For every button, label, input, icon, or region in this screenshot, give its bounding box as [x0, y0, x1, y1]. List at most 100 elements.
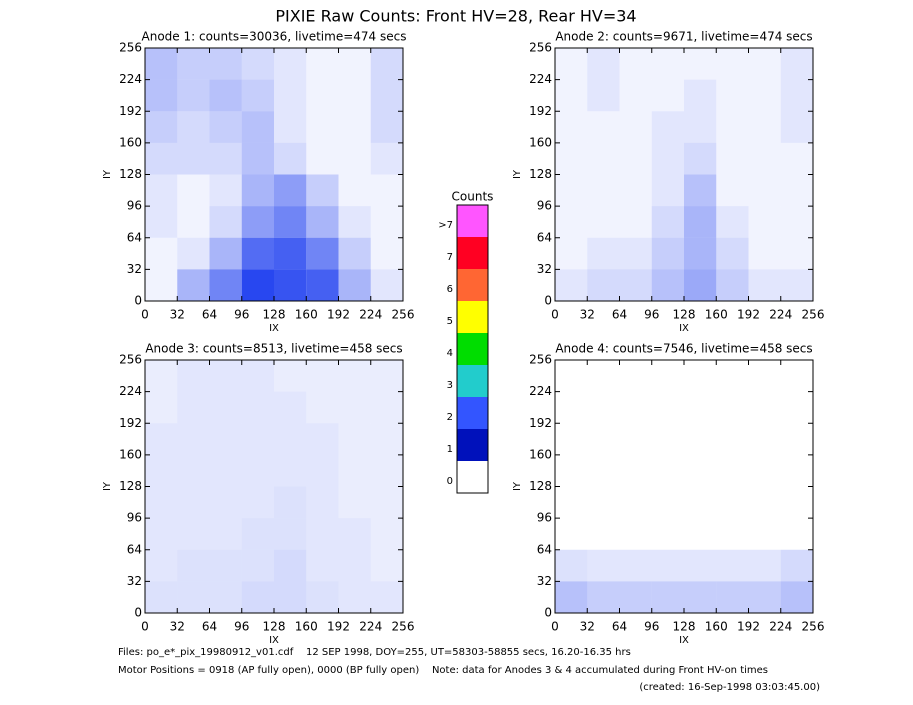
y-tick-label: 256 [529, 41, 552, 55]
colorbar-label: 3 [447, 380, 453, 391]
density-cell [145, 549, 178, 582]
density-cell [306, 206, 339, 238]
density-cell [145, 174, 178, 207]
colorbar-frame [456, 204, 489, 494]
density-cell [177, 269, 210, 301]
density-cell [177, 581, 210, 613]
colorbar-title: Counts [452, 190, 494, 204]
y-tick-label: 64 [127, 542, 142, 556]
density-cell [241, 48, 274, 80]
density-cell [209, 486, 242, 519]
density-cell [241, 237, 274, 270]
colorbar-label: 7 [447, 252, 453, 263]
density-cell [555, 111, 588, 143]
density-cell [177, 48, 210, 80]
density-cell [306, 518, 339, 550]
density-cell [555, 392, 587, 424]
density-cell [338, 111, 371, 143]
density-cell [145, 518, 178, 550]
density-cell [651, 549, 684, 582]
x-tick-label: 256 [802, 308, 825, 322]
density-cell [780, 237, 813, 270]
density-cell [555, 549, 588, 582]
density-cell [145, 391, 178, 424]
density-cell [177, 423, 210, 455]
colorbar-swatch [457, 205, 488, 237]
density-cell [620, 487, 652, 519]
density-cell [209, 237, 242, 270]
density-cell [749, 423, 781, 455]
colorbar-label: 1 [447, 444, 453, 455]
density-cell [651, 142, 684, 175]
density-cell [748, 237, 781, 270]
y-tick-label: 0 [134, 294, 142, 308]
density-cell [306, 48, 339, 80]
density-cell [652, 518, 684, 550]
density-cell [781, 423, 813, 455]
density-cell [651, 174, 684, 207]
density-cell [241, 111, 274, 143]
density-cell [748, 581, 781, 613]
y-tick-label: 224 [119, 72, 142, 86]
density-cell [587, 237, 620, 270]
density-cell [555, 518, 587, 550]
panel-title: Anode 4: counts=7546, livetime=458 secs [555, 342, 812, 356]
density-cell [555, 48, 588, 80]
density-cell [555, 487, 587, 519]
colorbar-label: 6 [447, 284, 453, 295]
density-cell [306, 174, 339, 207]
colorbar-swatch [457, 269, 488, 301]
density-cell [338, 518, 371, 550]
density-cell [338, 237, 371, 270]
density-cell [716, 79, 749, 112]
density-cell [684, 79, 717, 112]
density-cell [555, 455, 587, 487]
density-cell [652, 360, 684, 392]
y-tick-label: 32 [127, 574, 142, 588]
density-cell [209, 423, 242, 455]
density-cell [749, 392, 781, 424]
density-cell [748, 79, 781, 112]
density-cell [370, 79, 403, 112]
density-cell [587, 549, 620, 582]
density-cell [209, 48, 242, 80]
density-cell [620, 360, 652, 392]
density-cell [652, 392, 684, 424]
density-cell [716, 142, 749, 175]
density-cell [684, 111, 717, 143]
figure-title: PIXIE Raw Counts: Front HV=28, Rear HV=3… [275, 7, 636, 26]
density-cell [274, 454, 307, 487]
x-axis-label: IX [269, 323, 279, 334]
density-cell [241, 549, 274, 582]
density-cell [370, 518, 403, 550]
density-cell [684, 549, 717, 582]
density-cell [651, 111, 684, 143]
density-cell [177, 454, 210, 487]
density-cell [241, 486, 274, 519]
density-cell [555, 142, 588, 175]
density-cell [780, 269, 813, 301]
density-cell [209, 454, 242, 487]
density-cell [209, 79, 242, 112]
density-cell [587, 487, 619, 519]
density-cell [587, 392, 619, 424]
density-cell [716, 455, 748, 487]
y-tick-label: 128 [119, 479, 142, 493]
density-cell [209, 111, 242, 143]
x-tick-label: 224 [769, 308, 792, 322]
density-cell [241, 423, 274, 455]
x-tick-label: 128 [263, 620, 286, 634]
density-cell [274, 518, 307, 550]
density-cell [620, 423, 652, 455]
density-cell [145, 360, 178, 392]
density-cell [749, 360, 781, 392]
density-cell [177, 174, 210, 207]
y-tick-label: 256 [529, 353, 552, 367]
density-cell [145, 206, 178, 238]
density-cell [587, 455, 619, 487]
y-tick-label: 160 [119, 135, 142, 149]
density-cell [145, 79, 178, 112]
density-cell [684, 174, 717, 207]
panel-title: Anode 2: counts=9671, livetime=474 secs [555, 30, 812, 44]
